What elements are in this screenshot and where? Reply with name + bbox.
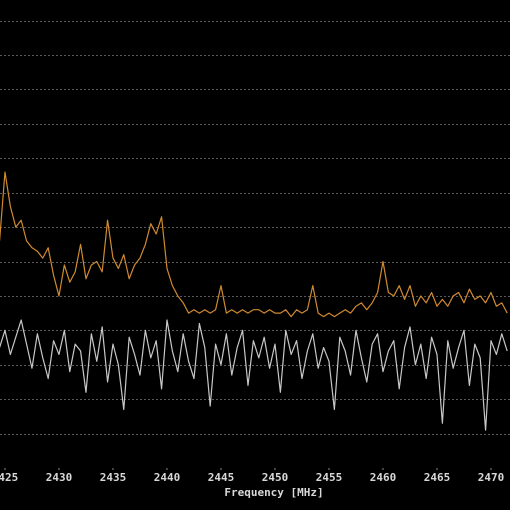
x-tick-label: 2470 xyxy=(478,471,505,484)
x-tick-label: 2440 xyxy=(154,471,181,484)
x-tick-label: 2460 xyxy=(370,471,397,484)
x-tick-label: 2455 xyxy=(316,471,343,484)
x-tick-label: 2445 xyxy=(208,471,235,484)
series-line xyxy=(0,171,508,318)
series-line xyxy=(0,319,508,431)
x-axis-title: Frequency [MHz] xyxy=(224,486,323,499)
x-tick-label: 2465 xyxy=(424,471,451,484)
x-tick-label: 2450 xyxy=(262,471,289,484)
x-tick-label: 2430 xyxy=(46,471,73,484)
x-tick-label: 2435 xyxy=(100,471,127,484)
x-tick-label: 2425 xyxy=(0,471,18,484)
